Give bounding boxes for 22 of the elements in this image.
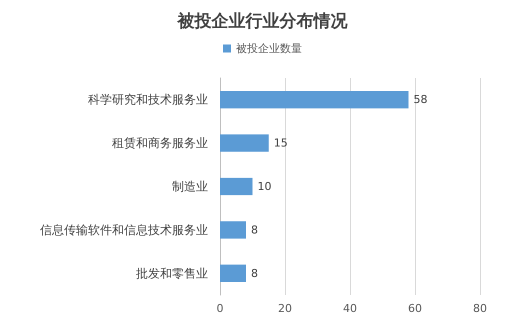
- y-tick-label: 科学研究和技术服务业: [88, 92, 208, 107]
- x-tick-label: 0: [216, 302, 224, 315]
- y-tick-label: 批发和零售业: [136, 266, 208, 280]
- bar: [220, 134, 269, 152]
- x-tick-label: 20: [278, 302, 292, 315]
- data-label: 8: [251, 223, 258, 236]
- data-label: 8: [251, 266, 258, 280]
- data-label: 15: [274, 136, 288, 150]
- chart-title: 被投企业行业分布情况: [176, 12, 348, 32]
- x-tick-label: 80: [473, 302, 487, 315]
- bar: [220, 221, 246, 239]
- data-label: 10: [258, 180, 272, 193]
- legend-label: 被投企业数量: [236, 42, 302, 55]
- x-tick-label: 40: [343, 302, 357, 315]
- x-tick-label: 60: [408, 302, 422, 315]
- data-label: 58: [414, 93, 428, 106]
- y-tick-label: 信息传输软件和信息技术服务业: [40, 222, 208, 237]
- y-tick-label: 制造业: [172, 180, 208, 194]
- bar: [220, 178, 252, 196]
- bar: [220, 91, 408, 108]
- bar: [220, 264, 246, 282]
- y-tick-label: 租赁和商务服务业: [112, 136, 208, 150]
